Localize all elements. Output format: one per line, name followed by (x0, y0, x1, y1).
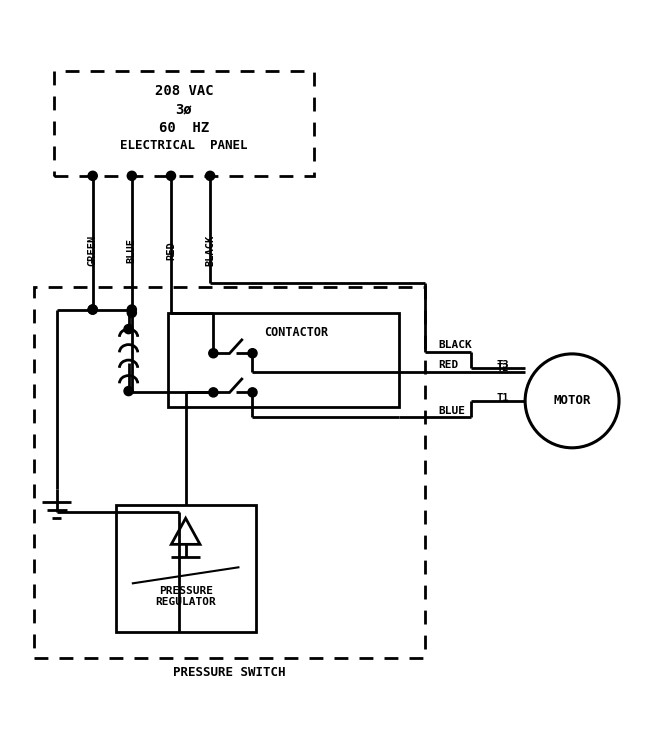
Text: BLACK: BLACK (205, 236, 215, 267)
Text: 208 VAC: 208 VAC (155, 84, 214, 98)
Text: BLUE: BLUE (127, 239, 137, 263)
Text: CONTACTOR: CONTACTOR (265, 326, 329, 339)
Text: ELECTRICAL  PANEL: ELECTRICAL PANEL (121, 140, 248, 152)
Circle shape (209, 348, 218, 358)
FancyBboxPatch shape (168, 313, 400, 407)
Text: BLUE: BLUE (438, 406, 466, 415)
Text: PRESSURE
REGULATOR: PRESSURE REGULATOR (155, 585, 216, 607)
Circle shape (88, 305, 97, 314)
Text: PRESSURE SWITCH: PRESSURE SWITCH (174, 666, 286, 679)
Circle shape (88, 305, 97, 314)
Circle shape (248, 348, 257, 358)
Circle shape (127, 305, 136, 314)
Circle shape (124, 386, 133, 395)
Circle shape (88, 172, 97, 181)
Text: RED: RED (438, 360, 458, 370)
Text: 60  HZ: 60 HZ (159, 120, 209, 134)
Text: T1: T1 (496, 392, 508, 403)
Text: RED: RED (166, 241, 176, 260)
Circle shape (127, 172, 136, 181)
Circle shape (166, 172, 176, 181)
Circle shape (127, 308, 136, 317)
Text: T2: T2 (496, 363, 508, 373)
Circle shape (209, 388, 218, 397)
Circle shape (248, 388, 257, 397)
Text: BLACK: BLACK (438, 340, 472, 351)
Text: T3: T3 (496, 360, 508, 370)
FancyBboxPatch shape (115, 505, 255, 632)
Circle shape (206, 172, 215, 181)
Text: GREEN: GREEN (88, 236, 98, 267)
Text: 3ø: 3ø (176, 103, 193, 117)
Circle shape (124, 325, 133, 334)
Text: MOTOR: MOTOR (553, 395, 591, 407)
FancyBboxPatch shape (54, 71, 314, 176)
